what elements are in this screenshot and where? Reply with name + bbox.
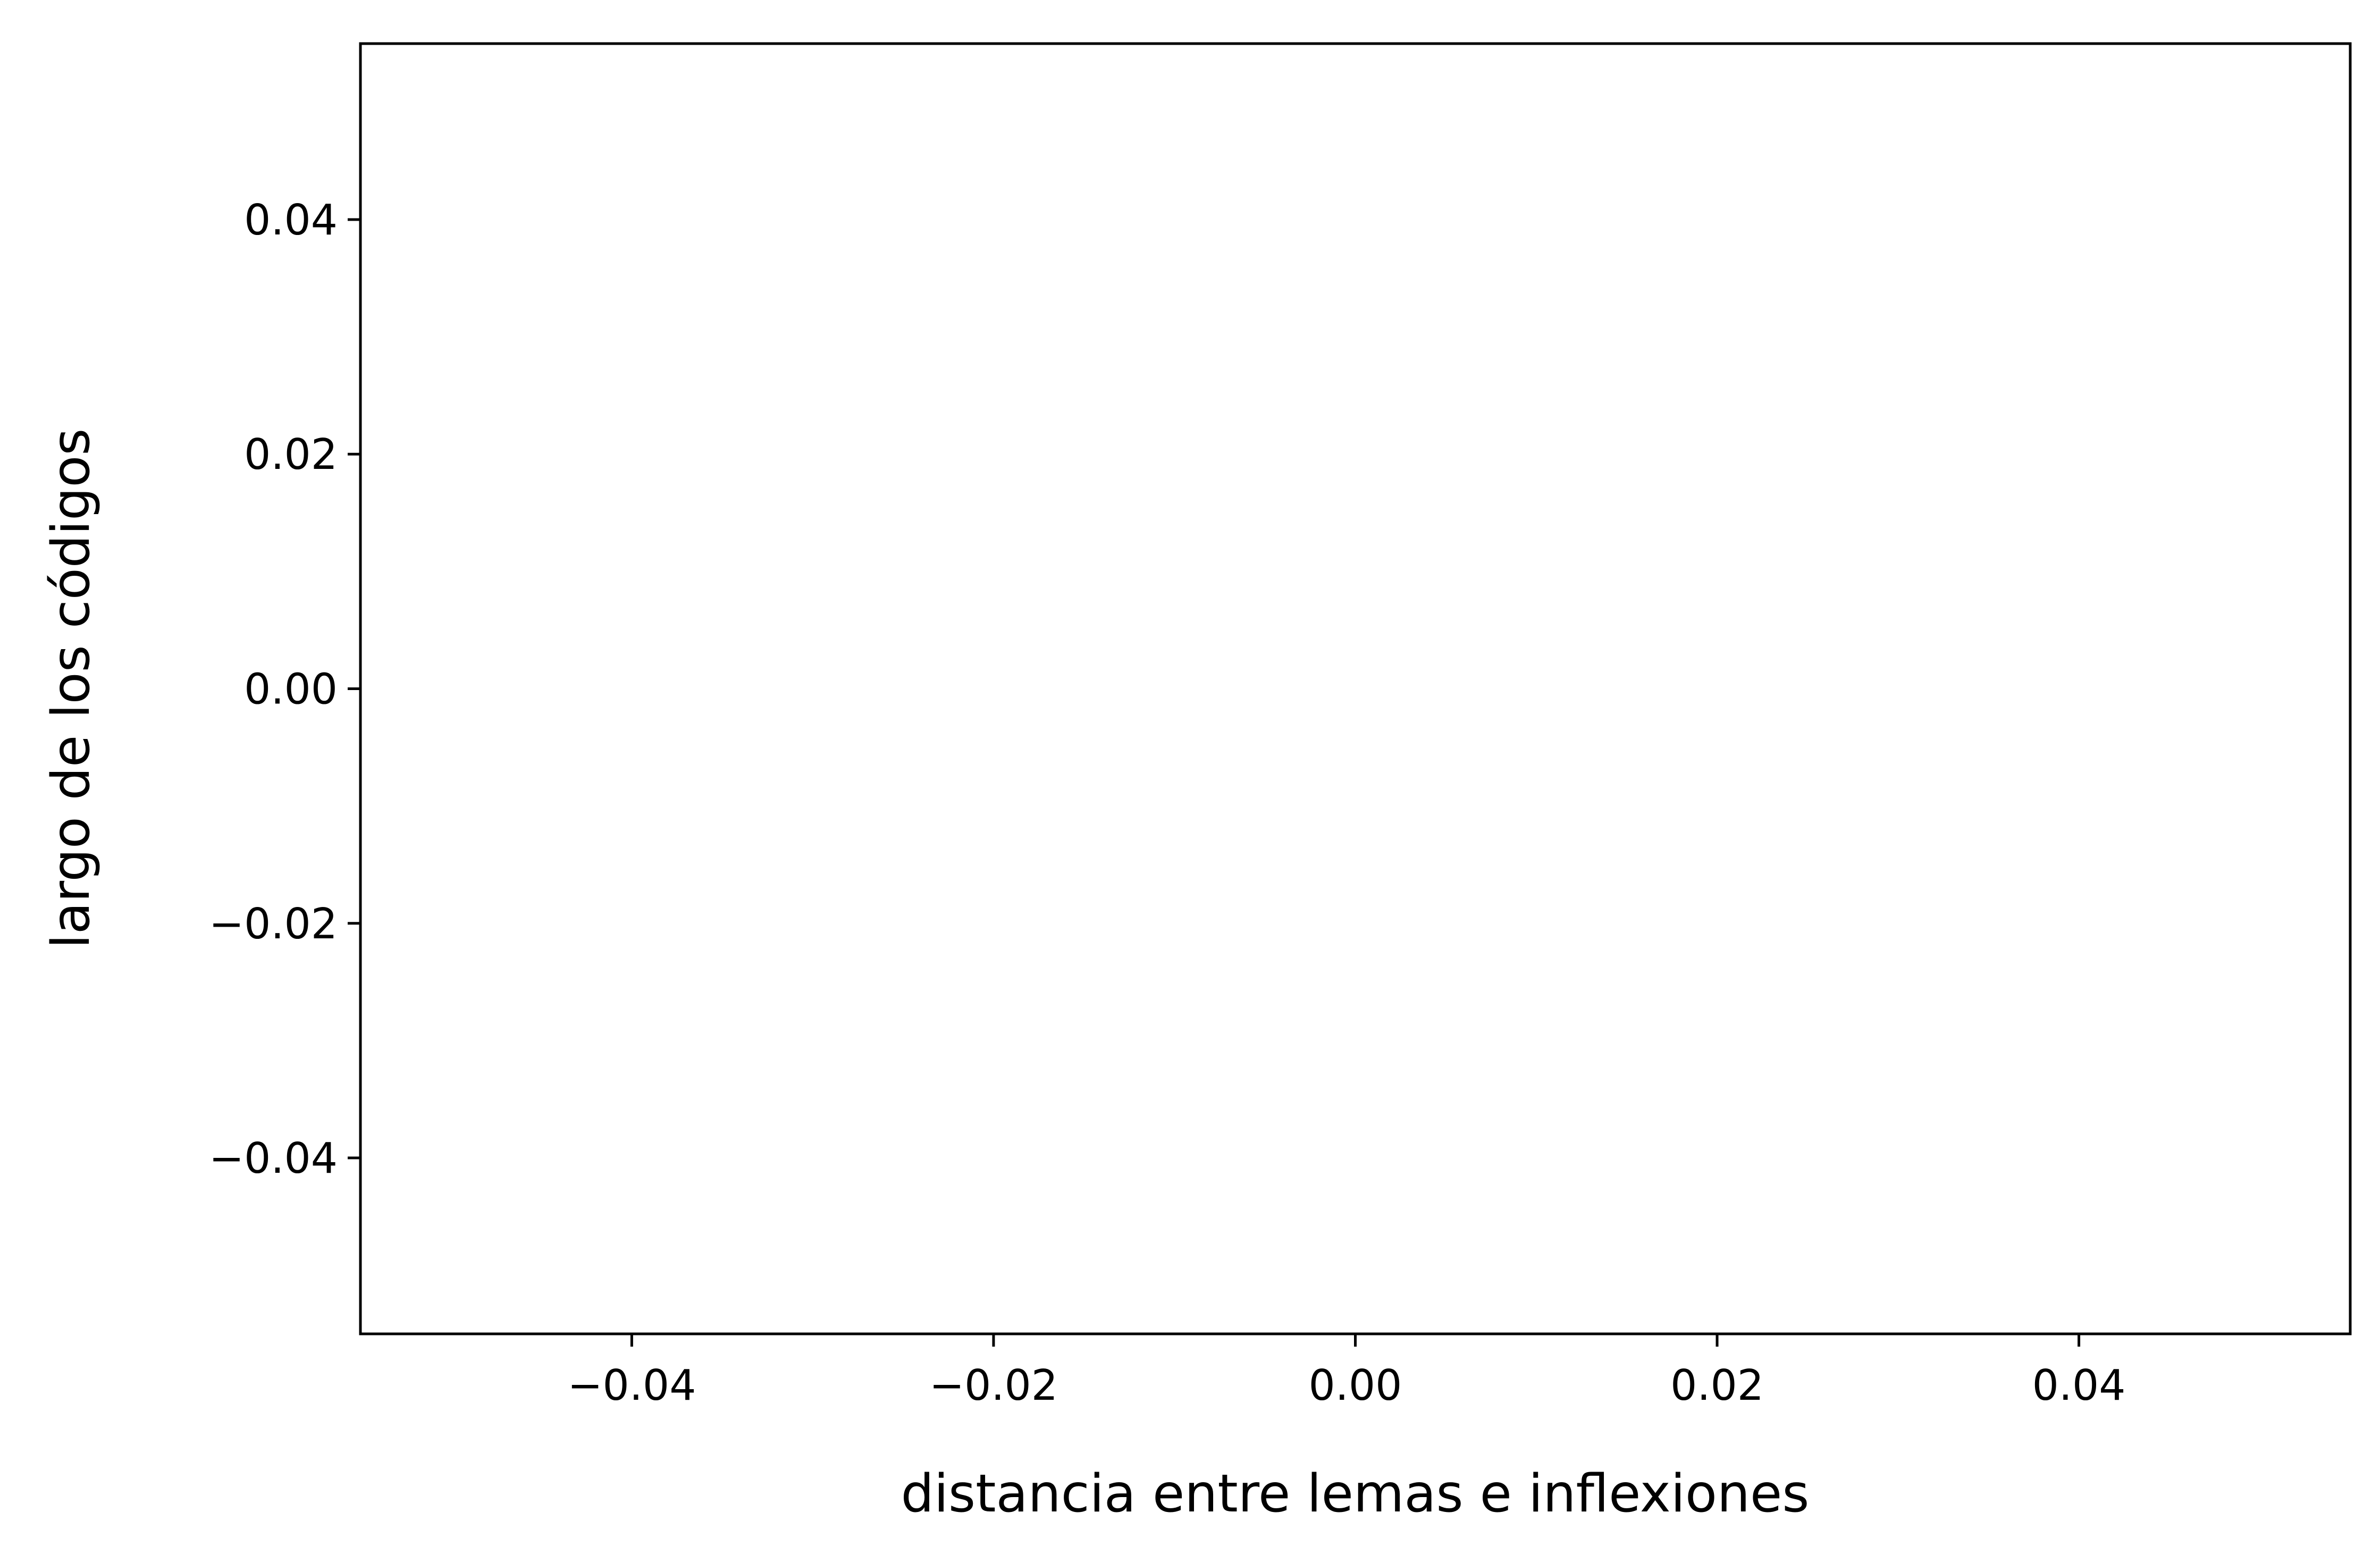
y-tick-label: 0.04 bbox=[244, 196, 338, 245]
y-tick-label: 0.02 bbox=[244, 430, 338, 479]
x-tick-label: 0.02 bbox=[1670, 1361, 1764, 1410]
plot-area bbox=[359, 42, 2352, 1335]
x-axis-title: distancia entre lemas e inflexiones bbox=[901, 1464, 1810, 1524]
y-axis: −0.04 −0.02 0.00 0.02 0.04 bbox=[209, 196, 360, 1183]
y-tick-label: 0.00 bbox=[244, 665, 338, 714]
x-tick-label: −0.04 bbox=[567, 1361, 696, 1410]
x-tick-label: −0.02 bbox=[929, 1361, 1058, 1410]
x-axis: −0.04 −0.02 0.00 0.02 0.04 bbox=[567, 1334, 2126, 1410]
y-tick-label: −0.02 bbox=[209, 900, 338, 948]
x-tick-label: 0.04 bbox=[2032, 1361, 2126, 1410]
x-tick-label: 0.00 bbox=[1309, 1361, 1402, 1410]
y-axis-title: largo de los códigos bbox=[41, 428, 102, 949]
y-tick-label: −0.04 bbox=[209, 1134, 338, 1183]
